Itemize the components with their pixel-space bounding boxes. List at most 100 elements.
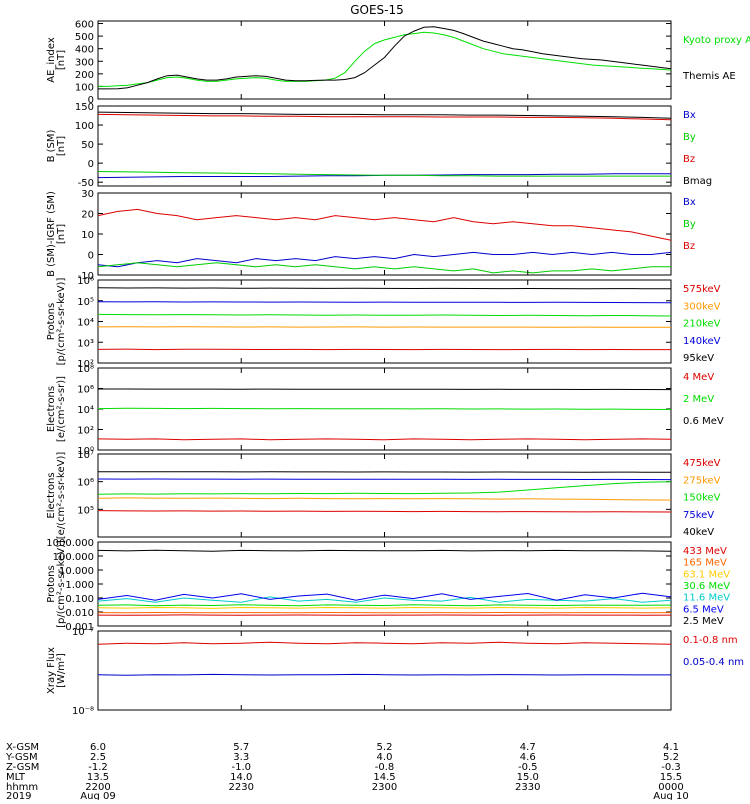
series-line-75kev [98,479,671,480]
y-tick-label: 300 [75,57,94,68]
series-line-300kev [98,327,671,328]
y-tick-label: 400 [75,45,94,56]
y-tick-label: 1000.000 [46,538,94,549]
series-line-95kev [98,288,671,289]
panel-electrons2: 10⁵10⁶10⁷Electrons[e/(cm²-s-sr-keV)]475k… [46,450,721,539]
y-tick-label: 10⁷ [77,450,94,461]
y-axis-label: [W/m²] [56,653,67,688]
legend-label: 95keV [683,353,714,364]
legend-label: 575keV [683,284,721,295]
series-line-11-6-mev [98,597,671,602]
legend-label: 4 MeV [683,372,714,383]
y-axis-label: [e/(cm²-s-sr-keV)] [56,452,67,540]
x-axis-tick-value: 2300 [372,782,397,793]
series-line-bx [98,252,671,266]
y-tick-label: 100 [75,82,94,93]
legend-label: 11.6 MeV [683,593,730,604]
series-line-6-5-mev [98,593,671,600]
y-tick-label: 10⁶ [77,385,94,396]
y-tick-label: 0.010 [65,608,94,619]
panel-protons: 10²10³10⁴10⁵10⁶Protons[p/(cm²-s-sr-keV)]… [46,276,721,370]
legend-label: 2 MeV [683,394,714,405]
x-axis-tick-value: Aug 10 [653,791,688,800]
y-axis-label: [nT] [56,224,67,244]
y-tick-label: 200 [75,70,94,81]
series-line-0-05-0-4-nm [98,674,671,675]
x-axis-tick-value: Aug 09 [80,791,115,800]
y-tick-label: 10⁴ [77,405,94,416]
y-tick-label: 20 [81,210,94,221]
y-tick-label: 600 [75,20,94,31]
series-line-150kev [98,482,671,495]
y-axis-label: [e/(cm²-s-sr)] [56,376,67,442]
y-tick-label: 10⁸ [77,364,94,375]
legend-label: 275keV [683,475,721,486]
legend-label: Bx [683,197,696,208]
legend-label: 30.6 MeV [683,581,730,592]
y-tick-label: 10⁵ [77,505,94,516]
x-axis-tick-value: 2230 [229,782,254,793]
legend-label: 165 MeV [683,558,727,569]
y-tick-label: 500 [75,32,94,43]
legend-label: Bmag [683,176,712,187]
legend-label: 140keV [683,336,721,347]
panel-frame [98,280,671,363]
panel-protons2: 0.0010.0100.1001.00010.000100.0001000.00… [46,538,730,633]
y-axis-label: [nT] [56,50,67,70]
x-axis-row-label: 2019 [6,791,31,800]
panel-electrons1: 10⁰10²10⁴10⁶10⁸Electrons[e/(cm²-s-sr)]4 … [46,364,724,457]
series-line-bz [98,209,671,240]
y-axis-label: [nT] [56,136,67,156]
y-tick-label: 10⁶ [77,478,94,489]
series-line-475kev [98,511,671,512]
y-tick-label: 50 [81,140,94,151]
legend-label: 63.1 MeV [683,569,730,580]
y-tick-label: -50 [78,178,94,189]
series-line-210kev [98,314,671,316]
panel-frame [98,542,671,626]
legend-label: 0.1-0.8 nm [683,635,738,646]
y-axis-label: [p/(cm²-s-sr-keV)] [56,540,67,628]
legend-label: 40keV [683,527,714,538]
series-line-themis-ae [98,27,671,89]
series-line-40kev [98,472,671,473]
y-tick-label: 10⁴ [77,318,94,329]
series-line-575kev [98,349,671,350]
y-tick-label: 0 [88,159,94,170]
y-tick-label: 10³ [77,338,94,349]
series-line-0-6-mev [98,389,671,390]
legend-label: Bz [683,241,695,252]
plot-title: GOES-15 [350,3,404,17]
legend-label: Kyoto proxy AE [683,35,750,46]
legend-label: 6.5 MeV [683,604,724,615]
panel-frame [98,21,671,99]
y-tick-label: 10² [77,426,94,437]
panel-frame [98,193,671,275]
series-line-0-1-0-8-nm [98,642,671,644]
y-tick-label: 1.000 [65,580,94,591]
legend-label: 0.05-0.4 nm [683,657,744,668]
legend-label: Bx [683,110,696,121]
y-axis-label: [p/(cm²-s-sr-keV)] [56,278,67,366]
y-tick-label: 10 [81,230,94,241]
series-line-30-6-mev [98,605,671,606]
series-line-140kev [98,302,671,303]
y-tick-label: 100 [75,121,94,132]
legend-label: 300keV [683,301,721,312]
legend-label: Bz [683,154,695,165]
legend-label: 210keV [683,319,721,330]
series-line-63-1-mev [98,608,671,609]
legend-label: 75keV [683,510,714,521]
y-tick-label: 150 [75,102,94,113]
panel-frame [98,454,671,537]
x-axis-tick-value: 2330 [515,782,540,793]
legend-label: 150keV [683,493,721,504]
legend-label: 433 MeV [683,546,727,557]
